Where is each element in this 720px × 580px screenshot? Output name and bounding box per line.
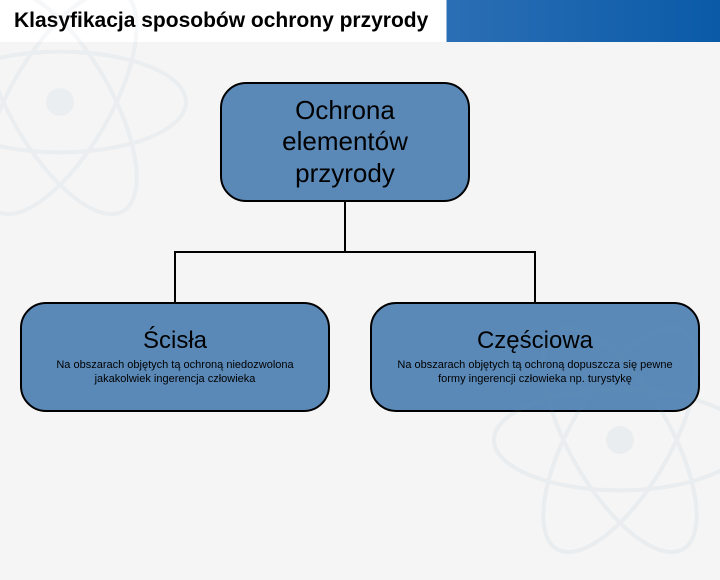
node-right-desc: Na obszarach objętych tą ochroną dopuszc… bbox=[386, 359, 684, 387]
node-left-title: Ścisła bbox=[143, 327, 207, 355]
node-right: Częściowa Na obszarach objętych tą ochro… bbox=[370, 302, 700, 412]
diagram-area: Ochrona elementów przyrody Ścisła Na obs… bbox=[0, 42, 720, 540]
node-left: Ścisła Na obszarach objętych tą ochroną … bbox=[20, 302, 330, 412]
page-title: Klasyfikacja sposobów ochrony przyrody bbox=[14, 9, 428, 33]
node-right-title: Częściowa bbox=[477, 327, 593, 355]
title-bar: Klasyfikacja sposobów ochrony przyrody bbox=[0, 0, 720, 42]
node-root: Ochrona elementów przyrody bbox=[220, 82, 470, 202]
node-left-desc: Na obszarach objętych tą ochroną niedozw… bbox=[36, 359, 314, 387]
node-root-title: Ochrona elementów przyrody bbox=[236, 95, 454, 189]
